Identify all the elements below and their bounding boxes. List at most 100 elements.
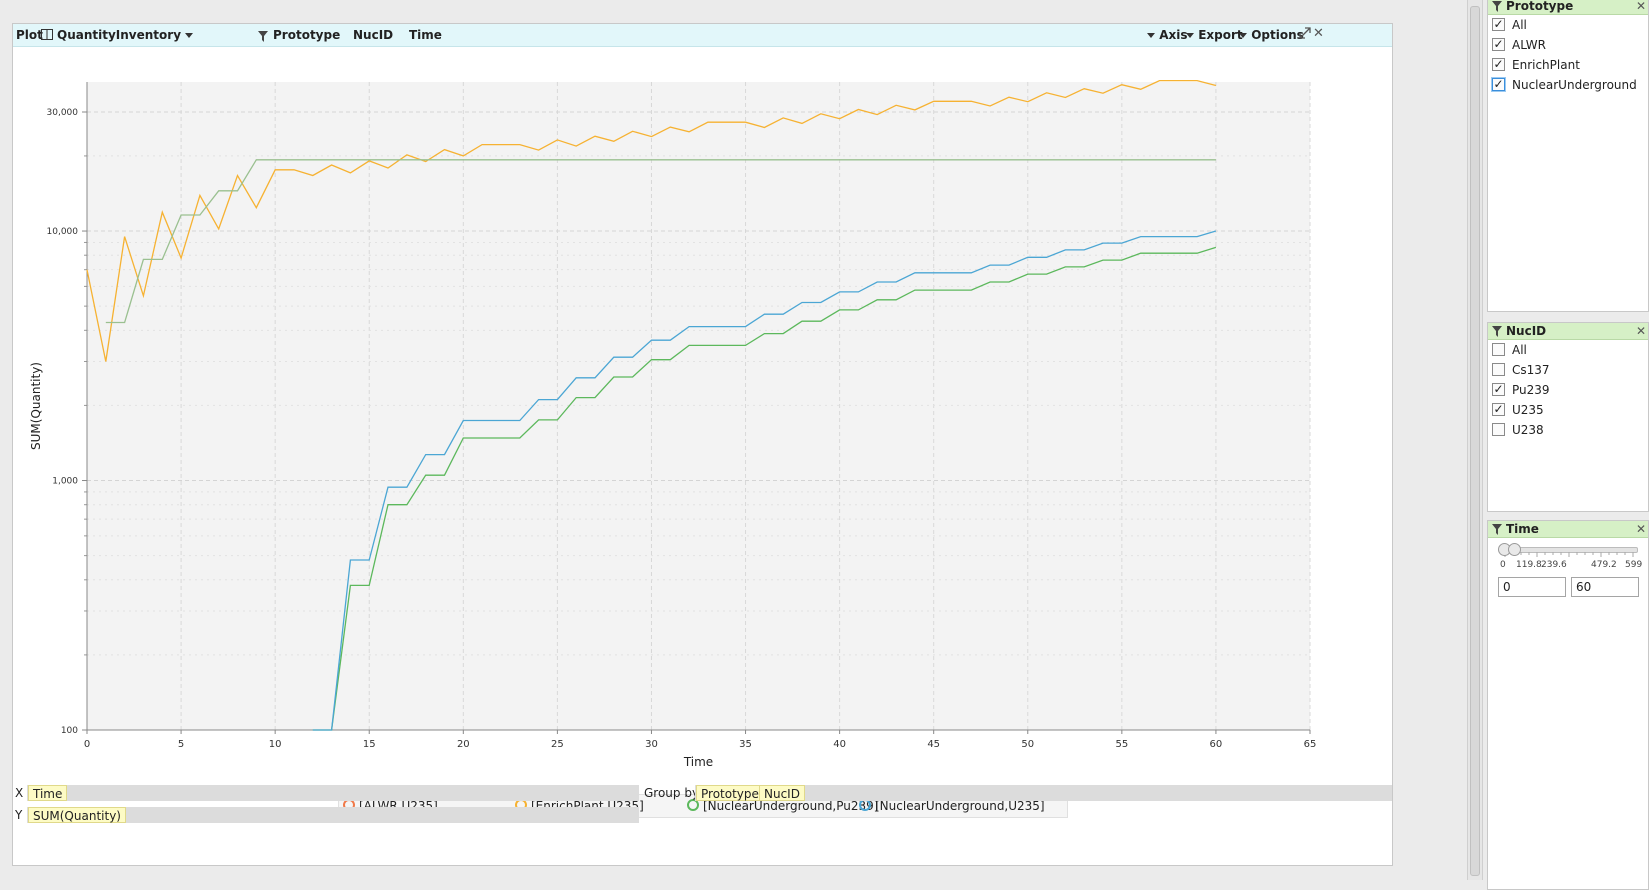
legend-label: [NuclearUnderground,Pu239] (703, 799, 879, 813)
series-line (312, 246, 1217, 731)
time-min-input[interactable]: 0 (1498, 577, 1566, 597)
line-chart: 0 5 10 15 20 25 30 35 40 45 50 55 60 65 100 1,000 10,000… (29, 79, 1317, 769)
panel-header: Prototype ✕ (1488, 0, 1648, 15)
panel-header: NucID ✕ (1488, 323, 1648, 340)
x-tick-label: 30 (645, 739, 658, 750)
y-shelf[interactable] (27, 807, 639, 823)
x-tick-label: 20 (457, 739, 470, 750)
table-view-icon[interactable] (41, 29, 53, 43)
x-axis-title: Time (683, 755, 713, 769)
close-icon[interactable]: ✕ (1635, 522, 1646, 536)
checkbox[interactable]: ✓ (1492, 382, 1505, 396)
legend-item[interactable]: [NuclearUnderground,U235] (859, 799, 1045, 813)
slider-tick-label: 599 (1625, 560, 1643, 570)
slider-tick-label: 119.8 (1516, 560, 1542, 570)
vertical-scrollbar[interactable] (1467, 0, 1483, 880)
filter-option[interactable]: ✓ EnrichPlant (1488, 55, 1648, 75)
group-field-pill[interactable]: Prototype (696, 785, 764, 801)
filter-option[interactable]: ✓ NuclearUnderground (1488, 75, 1648, 95)
legend-label: [NuclearUnderground,U235] (875, 799, 1045, 813)
filter-option[interactable]: ✓ Pu239 (1488, 380, 1648, 400)
checkbox[interactable]: ✓ (1492, 77, 1505, 91)
options-menu-label: Options (1251, 28, 1304, 42)
x-tick-label: 5 (178, 739, 184, 750)
view-selector[interactable]: QuantityInventory (57, 28, 194, 42)
prototype-filter-panel: Prototype ✕ ✓ All ✓ ALWR ✓ EnrichPlant ✓… (1487, 0, 1649, 312)
filter-option[interactable]: Cs137 (1488, 360, 1648, 380)
time-max-input[interactable]: 60 (1571, 577, 1639, 597)
legend-marker-icon (687, 799, 699, 811)
checkbox[interactable] (1492, 423, 1505, 436)
chevron-down-icon (1147, 33, 1155, 38)
close-icon[interactable]: ✕ (1635, 0, 1646, 13)
funnel-icon (258, 29, 268, 43)
slider-tick-label: 0 (1500, 560, 1506, 570)
axis-menu-label: Axis (1159, 28, 1188, 42)
close-icon[interactable]: ✕ (1313, 26, 1324, 41)
y-tick-label: 10,000 (47, 227, 79, 237)
option-label: NuclearUnderground (1512, 78, 1637, 92)
export-menu-label: Export (1198, 28, 1243, 42)
checkbox[interactable]: ✓ (1492, 57, 1505, 71)
view-name: QuantityInventory (57, 28, 182, 42)
nucid-filter-panel: NucID ✕ All Cs137 ✓ Pu239 ✓ U235 U238 (1487, 322, 1649, 512)
x-tick-label: 35 (739, 739, 752, 750)
option-label: Pu239 (1512, 383, 1550, 397)
checkbox[interactable]: ✓ (1492, 37, 1505, 51)
series-line (105, 159, 1216, 324)
checkbox[interactable] (1492, 363, 1505, 376)
plot-background (87, 82, 1310, 730)
chart-area: 0 5 10 15 20 25 30 35 40 45 50 55 60 65 100 1,000 10,000… (13, 47, 1394, 807)
option-label: All (1512, 18, 1527, 32)
close-icon[interactable]: ✕ (1635, 324, 1646, 338)
x-field-pill[interactable]: Time (28, 785, 68, 801)
series-line (86, 79, 1217, 362)
x-shelf[interactable] (27, 785, 639, 801)
checkbox[interactable]: ✓ (1492, 402, 1505, 416)
option-label: U235 (1512, 403, 1544, 417)
panel-title: NucID (1506, 324, 1547, 338)
funnel-icon (1492, 524, 1502, 535)
legend-item[interactable]: [NuclearUnderground,Pu239] (687, 799, 878, 813)
y-tick-label: 1,000 (52, 477, 78, 487)
panel-title: Time (1506, 522, 1539, 536)
option-label: EnrichPlant (1512, 58, 1580, 72)
x-tick-label: 65 (1304, 739, 1317, 750)
maximize-icon[interactable] (1299, 27, 1311, 42)
export-menu[interactable]: Export (1186, 28, 1243, 42)
y-tick-label: 30,000 (47, 108, 79, 118)
plot-label: Plot (16, 28, 43, 42)
filter-option[interactable]: U238 (1488, 420, 1648, 440)
filter-option[interactable]: ✓ U235 (1488, 400, 1648, 420)
option-label: ALWR (1512, 38, 1546, 52)
y-axis-title: SUM(Quantity) (29, 362, 43, 450)
x-tick-label: 55 (1115, 739, 1128, 750)
series-line (312, 230, 1217, 731)
x-tick-label: 10 (269, 739, 282, 750)
filter-option[interactable]: All (1488, 340, 1648, 360)
filter-time-chip[interactable]: Time (409, 28, 442, 42)
chevron-down-icon (1186, 33, 1194, 38)
filter-prototype-chip[interactable]: Prototype (273, 28, 341, 42)
axis-menu[interactable]: Axis (1147, 28, 1187, 42)
slider-max-handle[interactable] (1508, 543, 1521, 556)
x-shelf-label: X (15, 786, 24, 800)
options-menu[interactable]: Options (1239, 28, 1304, 42)
time-filter-panel: Time ✕ 0 119.8 239.6 479.2 599 0 60 (1487, 520, 1649, 890)
plot-toolbar: Plot QuantityInventory Prototype NucID T… (13, 24, 1392, 47)
checkbox[interactable] (1492, 343, 1505, 356)
x-tick-label: 0 (84, 739, 90, 750)
group-field-pill[interactable]: NucID (759, 785, 805, 801)
option-label: Cs137 (1512, 363, 1550, 377)
checkbox[interactable]: ✓ (1492, 17, 1505, 31)
group-by-shelf[interactable] (695, 785, 1392, 801)
scrollbar-thumb[interactable] (1470, 6, 1480, 876)
filter-option[interactable]: ✓ All (1488, 15, 1648, 35)
x-tick-label: 60 (1210, 739, 1223, 750)
slider-tick-label: 239.6 (1541, 560, 1567, 570)
chevron-down-icon (1239, 33, 1247, 38)
filter-nucid-chip[interactable]: NucID (353, 28, 394, 42)
option-label: All (1512, 343, 1527, 357)
y-field-pill[interactable]: SUM(Quantity) (28, 807, 126, 823)
filter-option[interactable]: ✓ ALWR (1488, 35, 1648, 55)
